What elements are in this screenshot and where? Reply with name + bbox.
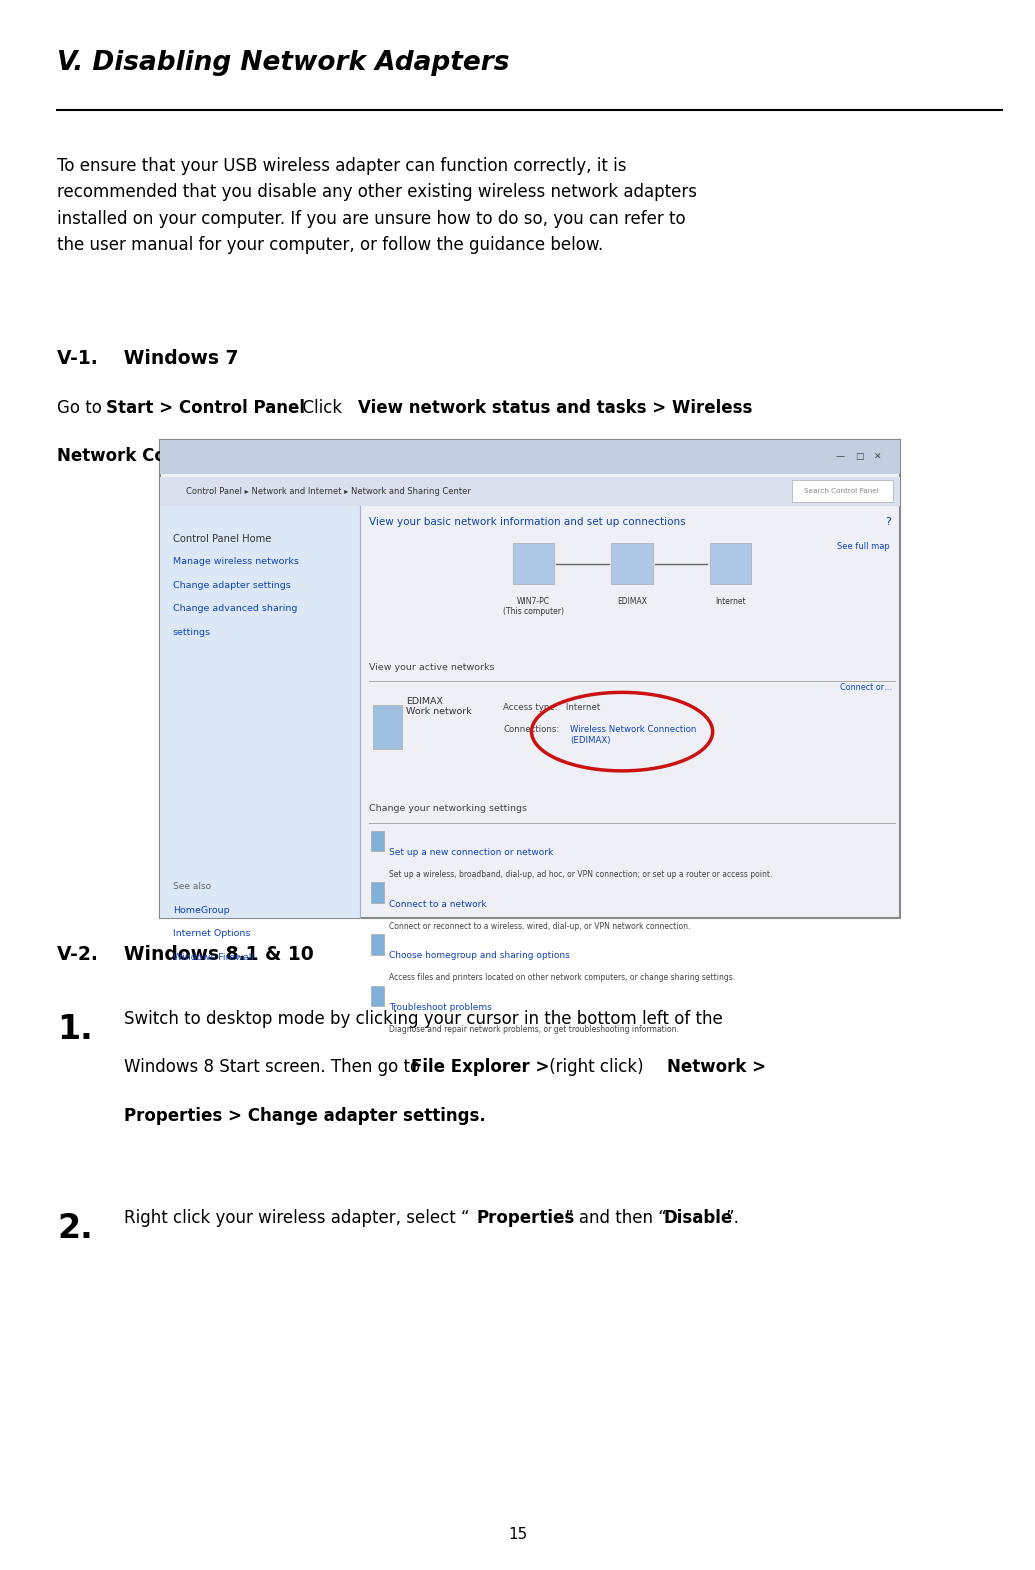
Text: 15: 15 [508, 1526, 527, 1542]
Text: View your active networks: View your active networks [368, 663, 494, 672]
FancyBboxPatch shape [160, 506, 360, 918]
Text: View your basic network information and set up connections: View your basic network information and … [368, 517, 685, 526]
Text: Start > Control Panel: Start > Control Panel [107, 399, 305, 416]
Text: Connections:: Connections: [503, 725, 559, 735]
Text: WIN7-PC
(This computer): WIN7-PC (This computer) [503, 597, 564, 615]
FancyBboxPatch shape [371, 882, 384, 903]
Text: Access files and printers located on other network computers, or change sharing : Access files and printers located on oth… [389, 973, 735, 983]
Text: Connect or…: Connect or… [840, 683, 892, 692]
Text: Troubleshoot problems: Troubleshoot problems [389, 1003, 492, 1013]
Text: Network >: Network > [668, 1058, 766, 1075]
FancyBboxPatch shape [371, 831, 384, 851]
Text: View network status and tasks > Wireless: View network status and tasks > Wireless [358, 399, 752, 416]
Text: V-2.    Windows 8.1 & 10: V-2. Windows 8.1 & 10 [57, 945, 314, 964]
Text: Search Control Panel: Search Control Panel [804, 488, 879, 495]
Text: Choose homegroup and sharing options: Choose homegroup and sharing options [389, 951, 570, 961]
Text: Diagnose and repair network problems, or get troubleshooting information.: Diagnose and repair network problems, or… [389, 1025, 679, 1035]
Text: Change your networking settings: Change your networking settings [368, 804, 527, 813]
Text: Set up a new connection or network: Set up a new connection or network [389, 848, 554, 857]
Text: V-1.    Windows 7: V-1. Windows 7 [57, 349, 238, 367]
Text: Control Panel ▸ Network and Internet ▸ Network and Sharing Center: Control Panel ▸ Network and Internet ▸ N… [186, 487, 471, 496]
Text: 2.: 2. [57, 1212, 93, 1245]
Text: Connect to a network: Connect to a network [389, 900, 486, 909]
FancyBboxPatch shape [612, 543, 653, 584]
Text: See also: See also [173, 882, 211, 892]
FancyBboxPatch shape [792, 480, 893, 502]
Text: Wireless Network Connection
(EDIMAX): Wireless Network Connection (EDIMAX) [570, 725, 697, 746]
FancyBboxPatch shape [160, 440, 900, 474]
Text: Right click your wireless adapter, select “: Right click your wireless adapter, selec… [124, 1209, 470, 1226]
Text: ✕: ✕ [874, 452, 882, 462]
Text: ”.: ”. [726, 1209, 740, 1226]
Text: EDIMAX
Work network: EDIMAX Work network [406, 697, 472, 716]
Text: Windows Firewall: Windows Firewall [173, 953, 254, 962]
Text: Control Panel Home: Control Panel Home [173, 534, 271, 543]
Text: . Click: . Click [293, 399, 348, 416]
FancyBboxPatch shape [160, 440, 900, 918]
Text: ?: ? [885, 517, 891, 526]
FancyBboxPatch shape [160, 477, 900, 506]
Text: ” and then “: ” and then “ [565, 1209, 668, 1226]
Text: To ensure that your USB wireless adapter can function correctly, it is
recommend: To ensure that your USB wireless adapter… [57, 157, 697, 254]
Text: EDIMAX: EDIMAX [617, 597, 647, 606]
Text: Access type:   Internet: Access type: Internet [503, 703, 600, 713]
Text: Change adapter settings: Change adapter settings [173, 581, 291, 590]
Text: Change advanced sharing: Change advanced sharing [173, 604, 297, 614]
Text: Internet Options: Internet Options [173, 929, 250, 939]
FancyBboxPatch shape [373, 705, 402, 749]
Text: (right click): (right click) [544, 1058, 649, 1075]
Text: Windows 8 Start screen. Then go to: Windows 8 Start screen. Then go to [124, 1058, 425, 1075]
Text: Disable: Disable [663, 1209, 733, 1226]
Text: Connect or reconnect to a wireless, wired, dial-up, or VPN network connection.: Connect or reconnect to a wireless, wire… [389, 922, 690, 931]
Text: HomeGroup: HomeGroup [173, 906, 230, 915]
Text: See full map: See full map [837, 542, 890, 551]
Text: File Explorer >: File Explorer > [411, 1058, 550, 1075]
Text: Properties: Properties [477, 1209, 574, 1226]
Text: V. Disabling Network Adapters: V. Disabling Network Adapters [57, 50, 509, 77]
Text: 1.: 1. [57, 1013, 93, 1046]
FancyBboxPatch shape [371, 934, 384, 955]
Text: Network Connection: Network Connection [57, 447, 247, 465]
Text: Switch to desktop mode by clicking your cursor in the bottom left of the: Switch to desktop mode by clicking your … [124, 1010, 723, 1027]
FancyBboxPatch shape [710, 543, 751, 584]
Text: —: — [836, 452, 845, 462]
Text: Go to: Go to [57, 399, 107, 416]
FancyBboxPatch shape [371, 986, 384, 1006]
Text: settings: settings [173, 628, 211, 637]
Text: Manage wireless networks: Manage wireless networks [173, 557, 299, 567]
Text: □: □ [855, 452, 863, 462]
Text: Disable.: Disable. [306, 447, 382, 465]
FancyBboxPatch shape [513, 543, 555, 584]
Text: Internet: Internet [715, 597, 745, 606]
Text: Properties > Change adapter settings.: Properties > Change adapter settings. [124, 1107, 486, 1124]
Text: Set up a wireless, broadband, dial-up, ad hoc, or VPN connection; or set up a ro: Set up a wireless, broadband, dial-up, a… [389, 870, 772, 879]
Text: and click: and click [216, 447, 301, 465]
